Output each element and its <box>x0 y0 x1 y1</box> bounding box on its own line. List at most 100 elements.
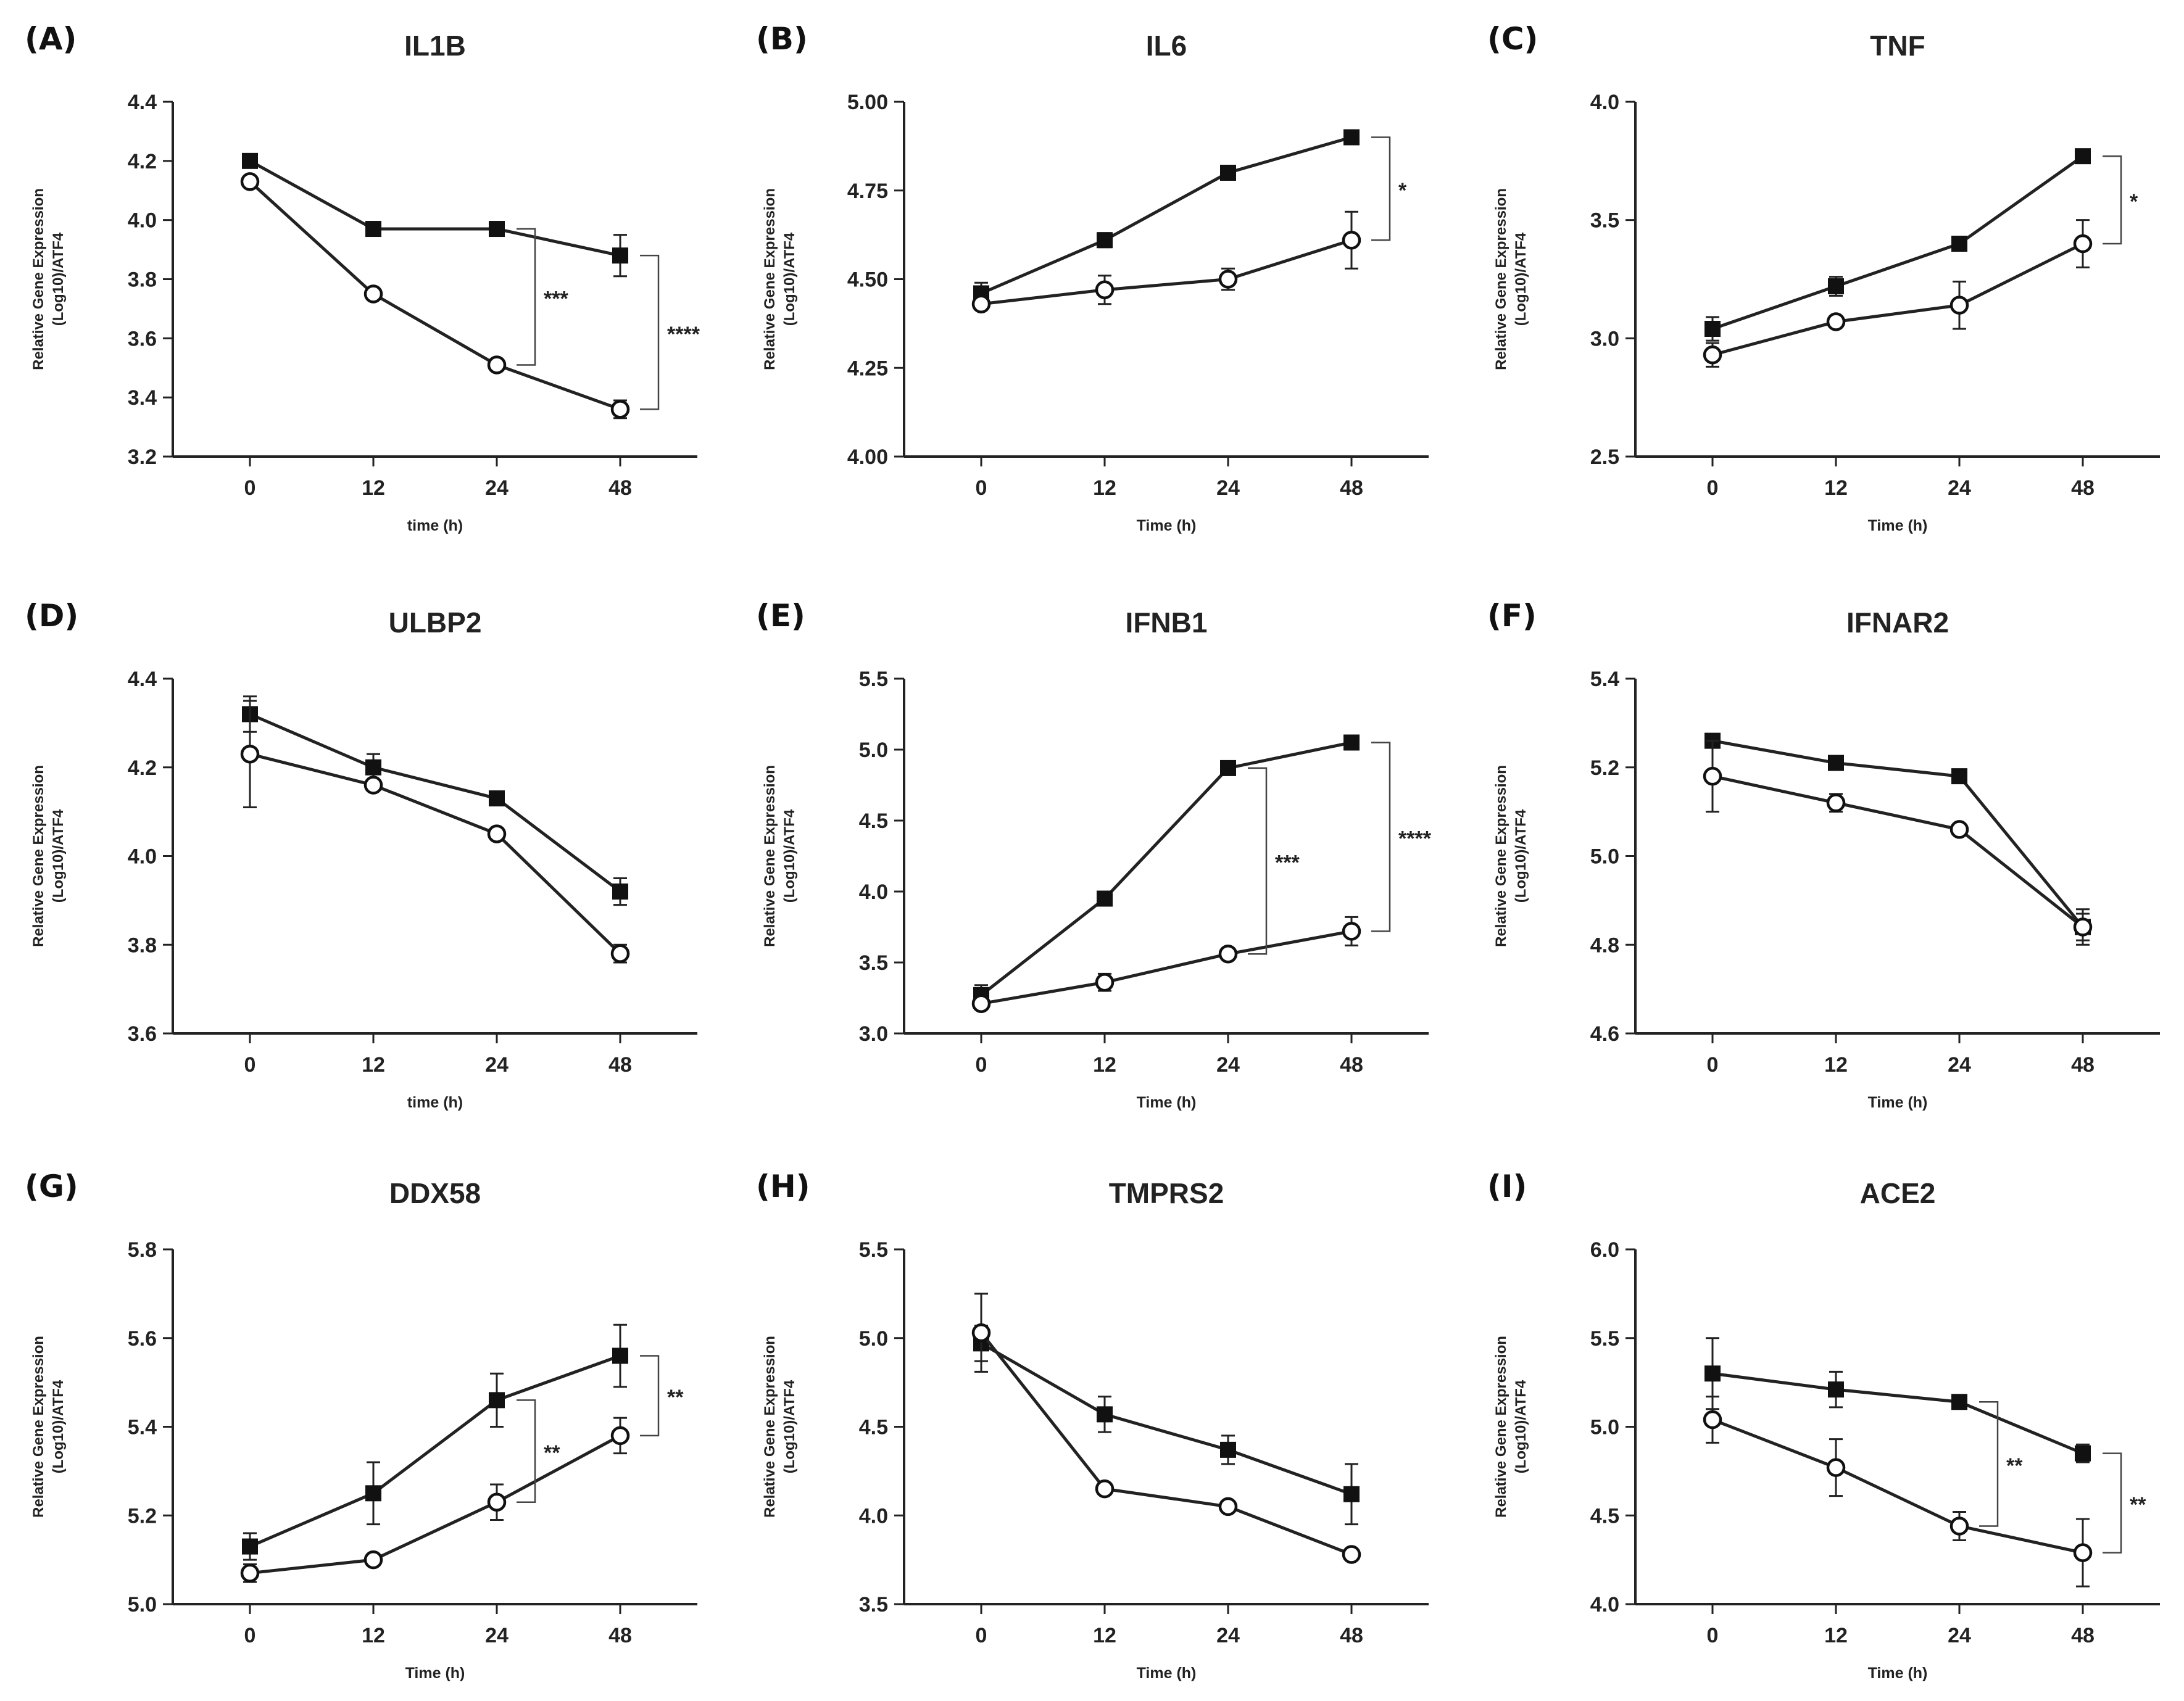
y-tick-label: 3.2 <box>128 445 157 469</box>
x-tick-label: 0 <box>1707 1624 1719 1647</box>
y-tick-label: 4.4 <box>128 91 157 114</box>
data-point <box>2075 148 2091 165</box>
y-tick-label: 3.0 <box>859 1022 888 1046</box>
y-tick-label: 4.5 <box>859 809 888 833</box>
data-point <box>1949 296 1969 315</box>
data-point <box>365 759 381 776</box>
y-tick-label: 4.0 <box>128 209 157 233</box>
data-point <box>971 1323 991 1343</box>
panel-letter: (C) <box>1487 21 1538 57</box>
y-tick-label: 3.6 <box>128 327 157 350</box>
data-point <box>1343 129 1360 146</box>
y-tick-label: 5.00 <box>847 91 888 114</box>
x-tick-label: 24 <box>485 1053 509 1077</box>
series-line <box>1712 774 2084 929</box>
y-axis-label-line: Relative Gene Expression <box>762 1336 778 1518</box>
significance-label: ** <box>544 1441 560 1465</box>
significance-label: * <box>2130 190 2138 213</box>
x-tick-label: 48 <box>608 476 632 500</box>
data-point <box>1218 270 1238 289</box>
y-axis-label-line: (Log10)/ATF4 <box>50 232 67 326</box>
significance-bracket <box>1371 136 1391 241</box>
y-axis-label-line: (Log10)/ATF4 <box>1513 232 1529 326</box>
y-tick-label: 4.0 <box>859 880 888 904</box>
x-tick-label: 0 <box>1707 1053 1719 1077</box>
y-tick-label: 5.4 <box>128 1416 157 1439</box>
y-axis-label-line: (Log10)/ATF4 <box>781 1380 798 1473</box>
data-point <box>1095 280 1115 299</box>
data-point <box>1218 1497 1238 1517</box>
x-tick-label: 24 <box>1948 1624 1971 1647</box>
y-tick-label: 4.50 <box>847 268 888 292</box>
significance-label: **** <box>1398 827 1432 850</box>
y-tick-label: 5.0 <box>1590 845 1619 869</box>
series-open-circle <box>971 916 1361 1013</box>
data-point <box>240 172 260 191</box>
series-filled-square <box>1704 148 2091 342</box>
y-tick-label: 3.4 <box>128 386 157 410</box>
series-line <box>981 929 1352 1006</box>
y-tick-label: 4.75 <box>847 180 888 203</box>
y-axis-label-line: (Log10)/ATF4 <box>781 232 798 326</box>
panel-letter: (D) <box>25 598 78 634</box>
series-line <box>249 1434 621 1575</box>
panel-ifnb1: (E) IFNB1 Relative Gene Expression (Log10)/… <box>756 598 1432 1111</box>
x-tick-label: 48 <box>2071 1053 2095 1077</box>
data-point <box>1095 972 1115 992</box>
series-open-circle <box>240 172 630 420</box>
y-tick-label: 5.2 <box>1590 756 1619 780</box>
x-tick-label: 0 <box>1707 476 1719 500</box>
x-tick-label: 12 <box>1093 476 1116 500</box>
x-tick-label: 0 <box>244 1053 256 1077</box>
y-tick-label: 4.0 <box>1590 1593 1619 1616</box>
y-axis-label: Relative Gene Expression (Log10)/ATF4 <box>30 1336 67 1518</box>
y-axis-label: Relative Gene Expression (Log10)/ATF4 <box>762 765 798 947</box>
y-axis-label: Relative Gene Expression (Log10)/ATF4 <box>762 188 798 370</box>
data-point <box>242 1538 258 1555</box>
y-axis-label-line: (Log10)/ATF4 <box>50 809 67 903</box>
data-point <box>610 944 630 963</box>
y-axis-label-line: Relative Gene Expression <box>1493 765 1509 947</box>
x-tick-label: 48 <box>1340 1053 1363 1077</box>
y-tick-label: 5.0 <box>859 739 888 762</box>
x-tick-label: 0 <box>976 476 987 500</box>
panel-letter: (E) <box>756 598 805 634</box>
significance-label: ** <box>2130 1493 2146 1517</box>
panel-ifnar2: (F) IFNAR2 Relative Gene Expression (Log10)… <box>1487 598 2160 1111</box>
series-filled-square <box>1704 732 2091 942</box>
significance-bracket <box>640 1355 660 1437</box>
series-open-circle <box>1703 740 2093 946</box>
series-open-circle <box>1703 1396 2093 1587</box>
y-tick-label: 5.8 <box>128 1238 157 1262</box>
series-line <box>1712 155 2084 331</box>
panel-letter: (I) <box>1487 1169 1527 1204</box>
data-point <box>1704 321 1721 337</box>
x-tick-label: 12 <box>362 1624 385 1647</box>
chart-title: ULBP2 <box>389 606 482 639</box>
series-line <box>249 1354 621 1548</box>
data-point <box>1343 734 1360 751</box>
data-point <box>612 1347 628 1364</box>
data-point <box>363 1550 383 1570</box>
data-point <box>363 284 383 304</box>
data-point <box>1828 278 1844 294</box>
y-tick-label: 4.5 <box>1590 1504 1619 1528</box>
data-point <box>1828 755 1844 771</box>
panel-il1b: (A) IL1B Relative Gene Expression (Log10)/A… <box>25 21 700 534</box>
x-tick-label: 12 <box>362 1053 385 1077</box>
data-point <box>1097 890 1113 907</box>
y-axis-label: Relative Gene Expression (Log10)/ATF4 <box>1493 188 1529 370</box>
x-tick-label: 48 <box>2071 1624 2095 1647</box>
significance-bracket <box>2103 1452 2122 1554</box>
data-point <box>489 221 505 238</box>
chart-title: TMPRS2 <box>1109 1177 1224 1209</box>
significance-label: *** <box>544 287 568 310</box>
x-tick-label: 48 <box>608 1624 632 1647</box>
y-tick-label: 3.6 <box>128 1022 157 1046</box>
panel-letter: (A) <box>25 21 77 57</box>
data-point <box>1951 1394 1967 1410</box>
data-point <box>610 400 630 419</box>
data-point <box>242 152 258 169</box>
data-point <box>610 1426 630 1446</box>
